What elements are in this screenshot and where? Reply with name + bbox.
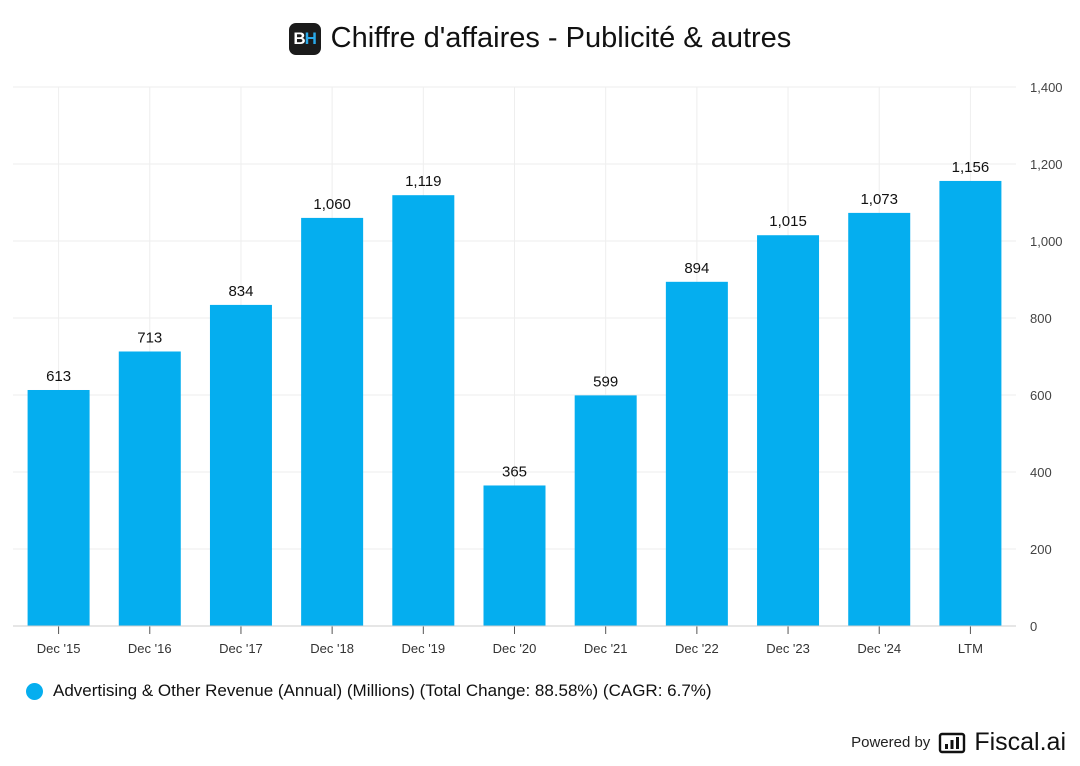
x-tick-label: Dec '23 [766,641,810,656]
bar[interactable] [757,235,820,626]
data-label: 1,156 [952,159,990,176]
legend[interactable]: Advertising & Other Revenue (Annual) (Mi… [26,681,712,701]
bar[interactable] [392,195,455,626]
x-tick-label: Dec '22 [675,641,719,656]
powered-by-label: Powered by [851,734,931,751]
y-tick-label: 200 [1030,542,1052,557]
data-label: 1,015 [769,213,807,230]
bar[interactable] [301,217,364,626]
value-labels: 613 713 834 1,060 1,119 365 599 894 1,015 1,073 1,… [46,159,989,481]
y-tick-label: 1,400 [1030,80,1063,95]
y-tick-label: 1,200 [1030,157,1063,172]
bar[interactable] [665,281,728,626]
axes: 0 200 400 600 800 1,000 1,200 1,400 Dec '15 Dec '… [13,80,1063,656]
x-tick-label: Dec '15 [37,641,81,656]
bar[interactable] [483,485,546,626]
bars [27,180,1002,626]
fiscal-ai-logo-icon [939,732,966,753]
chart-title: Chiffre d'affaires - Publicité & autres [330,22,792,54]
x-tick-label: Dec '24 [857,641,901,656]
data-label: 613 [46,368,71,385]
bar[interactable] [848,212,911,626]
legend-label: Advertising & Other Revenue (Annual) (Mi… [53,681,712,700]
data-label: 599 [593,373,618,390]
data-label: 713 [137,329,162,346]
bar[interactable] [939,180,1002,626]
bar[interactable] [574,395,637,626]
data-label: 1,060 [313,196,351,213]
y-tick-label: 800 [1030,311,1052,326]
x-tick-label: Dec '18 [310,641,354,656]
bar[interactable] [118,351,181,626]
y-tick-label: 600 [1030,388,1052,403]
x-tick-label: Dec '21 [584,641,628,656]
y-tick-label: 1,000 [1030,234,1063,249]
data-label: 1,119 [405,173,441,190]
powered-by[interactable]: Powered by Fiscal.ai [851,728,1066,757]
bar[interactable] [209,304,272,626]
data-label: 365 [502,463,527,480]
x-tick-label: Dec '16 [128,641,172,656]
x-tick-label: Dec '19 [401,641,445,656]
brand-name: Fiscal.ai [974,728,1066,756]
x-tick-label: Dec '17 [219,641,263,656]
y-tick-label: 0 [1030,619,1037,634]
data-label: 834 [228,283,253,300]
legend-swatch [26,682,43,700]
data-label: 894 [684,260,709,277]
data-label: 1,073 [860,191,898,208]
y-tick-label: 400 [1030,465,1052,480]
x-tick-label: Dec '20 [493,641,537,656]
x-tick-label: LTM [958,641,983,656]
bar[interactable] [27,389,90,626]
